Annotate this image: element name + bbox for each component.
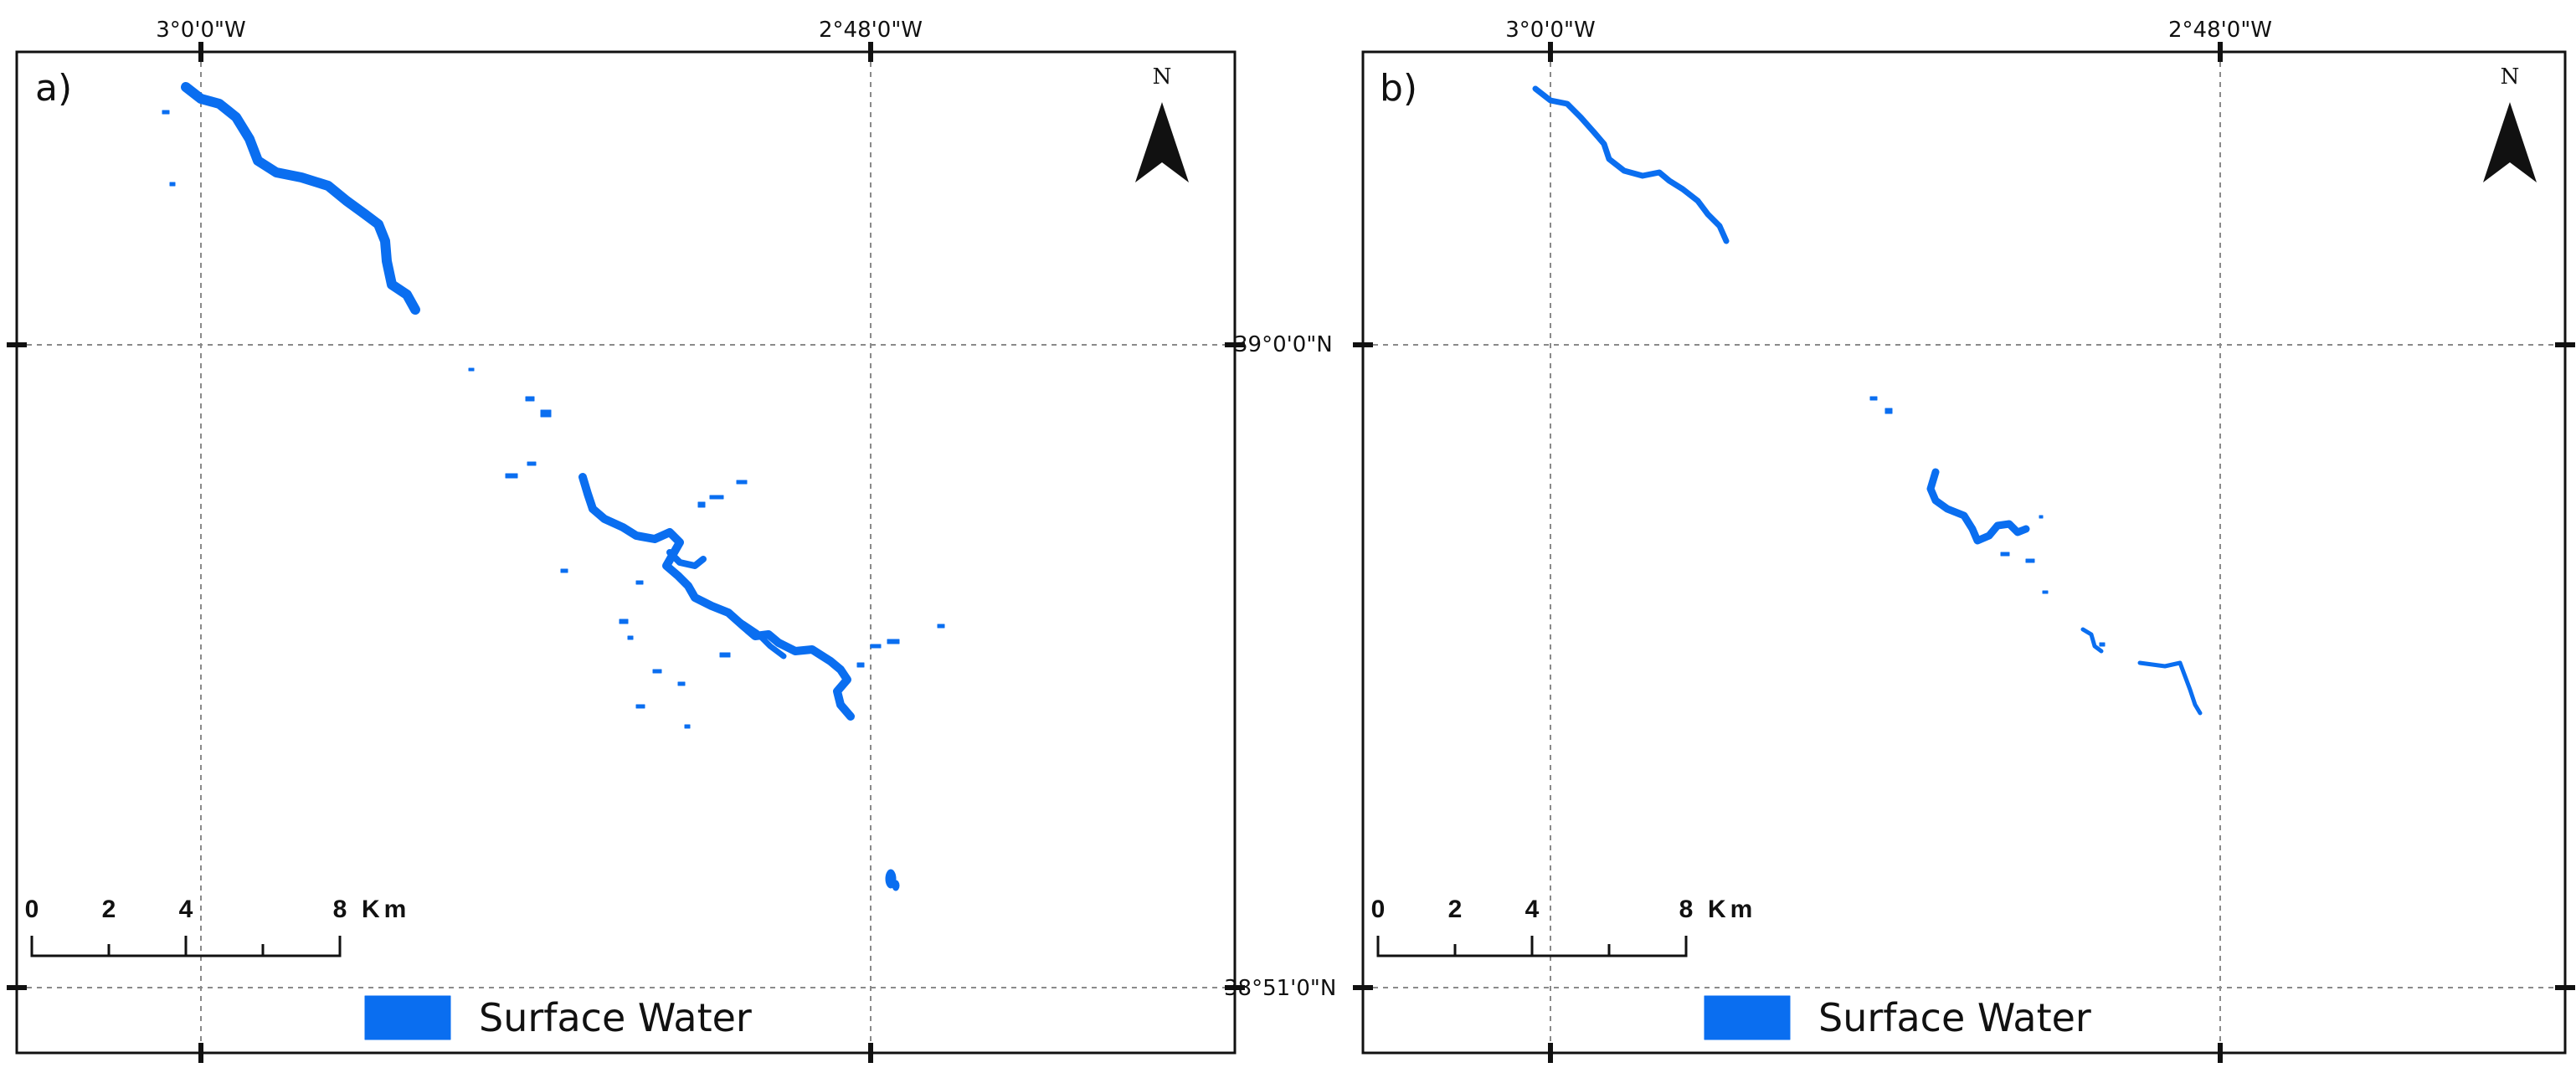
map-panel-a: 3°0'0"W 2°48'0"W a) N 0 2 4 8 Km Surface… bbox=[7, 18, 1245, 1063]
water-speck-b bbox=[2000, 552, 2010, 557]
water-speck-a bbox=[619, 619, 629, 624]
north-arrow-icon bbox=[1135, 102, 1189, 182]
water-speck-a bbox=[677, 681, 686, 686]
water-speck-a bbox=[635, 580, 644, 585]
water-speck-a bbox=[635, 704, 645, 709]
scale-label-4: 4 bbox=[179, 896, 193, 923]
water-speck-b bbox=[2025, 558, 2035, 563]
water-speck-a bbox=[169, 182, 176, 187]
north-arrow-a: N bbox=[1135, 64, 1189, 182]
water-speck-a bbox=[709, 495, 724, 500]
water-speck-a bbox=[505, 473, 518, 479]
scale-label-8: 8 bbox=[1679, 896, 1694, 923]
scale-label-2: 2 bbox=[1448, 896, 1463, 923]
river-spur-a bbox=[733, 616, 787, 660]
scale-bar-a: 0 2 4 8 Km bbox=[25, 896, 410, 957]
lat-label-39-0: 39°0'0"N bbox=[1234, 332, 1333, 357]
water-speck-a bbox=[525, 396, 535, 402]
scale-label-0: 0 bbox=[1371, 896, 1386, 923]
scale-label-2: 2 bbox=[102, 896, 116, 923]
water-body-south-2-a bbox=[892, 880, 900, 891]
north-label: N bbox=[1153, 64, 1172, 90]
scale-unit: Km bbox=[362, 896, 410, 923]
lon-label-2-48-b: 2°48'0"W bbox=[2168, 18, 2272, 43]
water-speck-b bbox=[2099, 642, 2106, 647]
scale-bar-line bbox=[30, 936, 342, 957]
surface-water-features-a bbox=[162, 82, 945, 891]
water-speck-a bbox=[652, 669, 662, 674]
water-speck-a bbox=[468, 367, 475, 372]
water-speck-a bbox=[856, 662, 865, 668]
surface-water-features-b bbox=[1532, 85, 2203, 716]
river-tail-b bbox=[2137, 660, 2203, 716]
water-speck-a bbox=[719, 652, 731, 658]
water-speck-a bbox=[697, 501, 706, 508]
water-speck-a bbox=[627, 635, 634, 640]
legend-label-a: Surface Water bbox=[479, 995, 752, 1040]
scale-bar-line bbox=[1376, 936, 1688, 957]
map-frame-a bbox=[15, 50, 1237, 1055]
river-spot-b bbox=[2080, 627, 2104, 654]
water-speck-a bbox=[870, 644, 882, 649]
river-south-a bbox=[578, 473, 855, 721]
water-speck-a bbox=[887, 639, 900, 644]
water-speck-a bbox=[937, 624, 945, 629]
scale-label-0: 0 bbox=[25, 896, 39, 923]
water-speck-a bbox=[560, 568, 568, 573]
water-speck-b bbox=[1884, 408, 1893, 414]
map-panel-b: 3°0'0"W 2°48'0"W b) N 0 2 4 8 Km Surface… bbox=[1353, 18, 2575, 1063]
river-branch-a bbox=[666, 549, 707, 569]
legend-b: Surface Water bbox=[1704, 995, 2091, 1040]
water-speck-a bbox=[162, 110, 170, 115]
north-label: N bbox=[2501, 64, 2520, 90]
lon-label-2-48-a: 2°48'0"W bbox=[819, 18, 923, 43]
scale-label-8: 8 bbox=[333, 896, 347, 923]
water-speck-a bbox=[684, 724, 691, 729]
panel-label-b: b) bbox=[1380, 67, 1417, 110]
water-speck-a bbox=[540, 409, 552, 418]
legend-label-b: Surface Water bbox=[1818, 995, 2091, 1040]
water-speck-b bbox=[1869, 396, 1878, 401]
water-swatch-icon bbox=[1704, 995, 1791, 1040]
water-speck-a bbox=[736, 480, 748, 485]
water-speck-b bbox=[2042, 590, 2049, 594]
scale-bar-b: 0 2 4 8 Km bbox=[1371, 896, 1756, 957]
water-speck-b bbox=[2039, 515, 2044, 519]
north-arrow-icon bbox=[2483, 102, 2537, 182]
river-south-b bbox=[1926, 468, 2030, 545]
panel-label-a: a) bbox=[35, 67, 72, 110]
scale-label-4: 4 bbox=[1525, 896, 1540, 923]
legend-a: Surface Water bbox=[364, 995, 752, 1040]
scale-unit: Km bbox=[1708, 896, 1756, 923]
lon-label-3-0-b: 3°0'0"W bbox=[1505, 18, 1595, 43]
water-speck-a bbox=[527, 461, 537, 466]
map-frame-b bbox=[1361, 50, 2567, 1055]
river-north-a bbox=[181, 82, 420, 315]
water-swatch-icon bbox=[364, 995, 451, 1040]
river-north-b bbox=[1532, 85, 1730, 244]
lat-label-38-51: 38°51'0"N bbox=[1224, 976, 1336, 1001]
lon-label-3-0-a: 3°0'0"W bbox=[156, 18, 245, 43]
north-arrow-b: N bbox=[2483, 64, 2537, 182]
